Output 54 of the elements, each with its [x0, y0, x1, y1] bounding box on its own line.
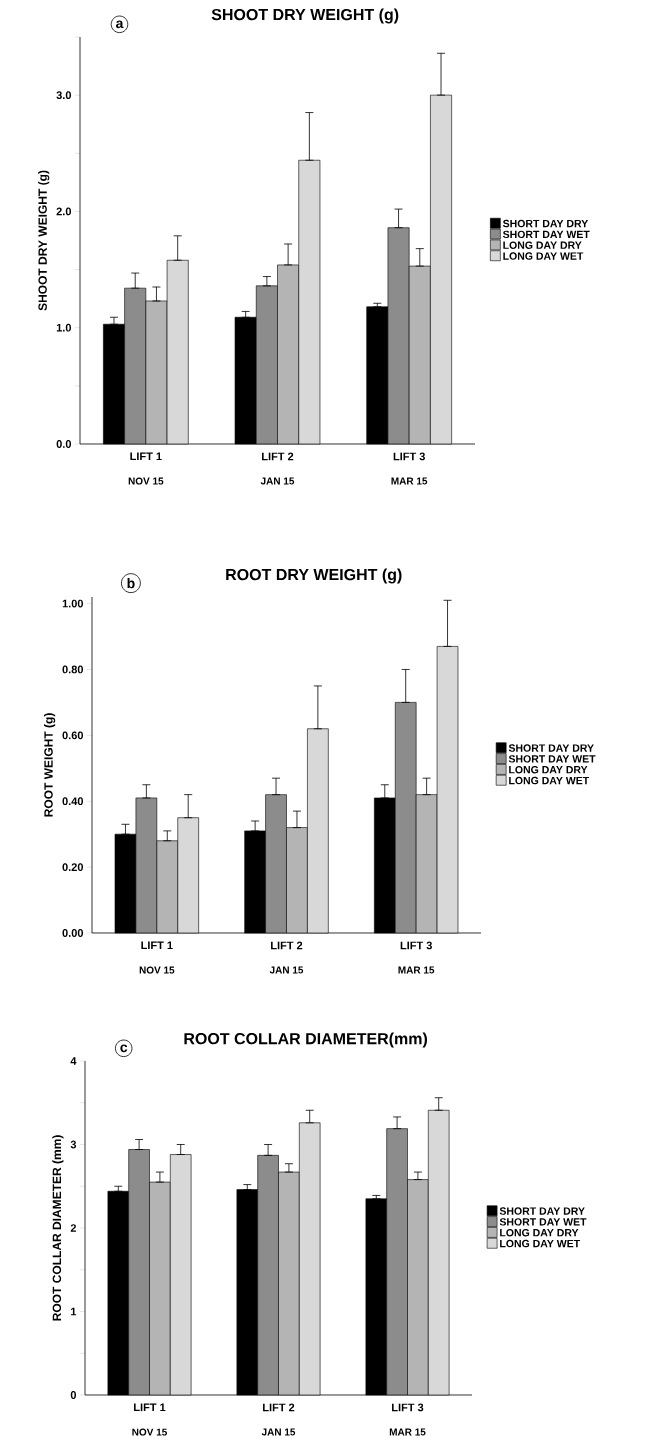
y-tick-label: 0.20 — [62, 863, 84, 872]
chart-title: ROOT COLLAR DIAMETER(mm) — [184, 1032, 427, 1048]
legend-label: SHORT DAY DRY — [508, 744, 594, 752]
legend-label: LONG DAY WET — [500, 1239, 580, 1248]
x-tick-label: LIFT 1 — [141, 941, 173, 950]
y-tick-label: 0.00 — [62, 929, 84, 937]
x-tick-label: LIFT 2 — [271, 941, 303, 950]
y-tick-label: 1.00 — [62, 599, 84, 608]
legend-label: LONG DAY DRY — [503, 241, 582, 249]
y-tick-label: 3 — [70, 1140, 77, 1149]
legend-label: SHORT DAY WET — [499, 1218, 587, 1226]
text: MAR 15 — [389, 1428, 426, 1436]
text: MAR 15 — [398, 966, 435, 974]
y-tick-label: 0 — [70, 1391, 77, 1399]
legend-label: SHORT DAY DRY — [502, 219, 589, 228]
text: MAR 15 — [391, 477, 428, 485]
text: NOV 15 — [139, 966, 175, 974]
legend-label: SHORT DAY DRY — [499, 1207, 585, 1215]
text: c — [120, 1044, 128, 1053]
text: NOV 15 — [132, 1428, 167, 1436]
y-tick-label: 2 — [70, 1224, 77, 1232]
text: a — [116, 20, 124, 29]
y-tick-label: 2.0 — [56, 207, 72, 216]
y-tick-label: 1.0 — [56, 323, 72, 332]
x-tick-label: LIFT 3 — [400, 941, 432, 950]
y-axis-title: SHOOT DRY WEIGHT (g) — [38, 170, 50, 311]
legend-label: LONG DAY DRY — [500, 1229, 579, 1237]
y-tick-label: 0.80 — [62, 665, 84, 674]
legend-label: LONG DAY WET — [509, 776, 590, 785]
x-tick-label: LIFT 2 — [262, 452, 294, 461]
y-tick-label: 3.0 — [56, 91, 72, 100]
y-tick-label: 0.40 — [62, 797, 84, 806]
legend-label: SHORT DAY WET — [502, 230, 590, 239]
legend-label: LONG DAY WET — [503, 252, 584, 260]
y-axis-title: ROOT WEIGHT (g) — [43, 713, 56, 817]
legend-label: LONG DAY DRY — [509, 766, 588, 774]
x-tick-label: LIFT 3 — [393, 452, 425, 461]
text: b — [127, 577, 135, 589]
x-tick-label: LIFT 3 — [392, 1403, 424, 1412]
y-tick-label: 1 — [71, 1307, 77, 1316]
text: JAN 15 — [261, 1428, 296, 1436]
y-tick-label: 0.0 — [56, 440, 72, 448]
x-tick-label: LIFT 1 — [130, 452, 162, 461]
y-tick-label: 0.60 — [62, 731, 84, 740]
text: JAN 15 — [260, 477, 295, 485]
legend-label: SHORT DAY WET — [508, 755, 596, 763]
chart-title: ROOT DRY WEIGHT (g) — [226, 568, 402, 584]
y-tick-label: 4 — [70, 1057, 77, 1065]
text: JAN 15 — [269, 966, 304, 974]
text: NOV 15 — [128, 477, 164, 485]
chart-title: SHOOT DRY WEIGHT (g) — [211, 8, 399, 24]
x-tick-label: LIFT 2 — [263, 1403, 295, 1412]
y-axis-title: ROOT COLLAR DIAMETER (mm) — [52, 1135, 64, 1321]
x-tick-label: LIFT 1 — [134, 1403, 166, 1412]
